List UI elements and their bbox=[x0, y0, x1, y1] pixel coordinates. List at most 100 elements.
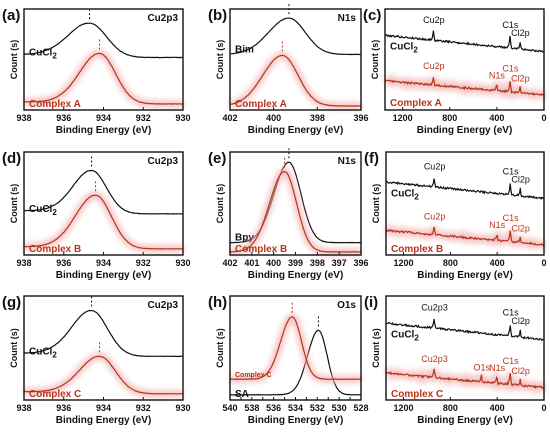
series-label: CuCl2 bbox=[29, 204, 57, 217]
series-line bbox=[23, 309, 184, 358]
peak-label: Cl2p bbox=[511, 366, 530, 376]
panel-letter: (d) bbox=[2, 150, 21, 167]
series-halo bbox=[23, 49, 184, 109]
peak-label: Cu2p bbox=[423, 61, 445, 71]
panel-letter: (g) bbox=[2, 294, 21, 311]
series-line bbox=[384, 77, 545, 96]
panel-letter: (f) bbox=[364, 150, 379, 167]
x-axis-label: Binding Energy (eV) bbox=[417, 125, 513, 136]
series-line bbox=[23, 22, 184, 59]
series-line bbox=[385, 368, 545, 389]
y-axis-label: Count (s) bbox=[215, 184, 225, 224]
x-tick-label: 538 bbox=[244, 403, 259, 413]
series-complex-b: Complex B bbox=[229, 157, 362, 256]
peak-label: Cl2p bbox=[511, 316, 530, 326]
series-line bbox=[384, 30, 545, 53]
plot-frame bbox=[384, 8, 545, 111]
x-tick-label: 396 bbox=[353, 258, 368, 268]
x-axis-label: Binding Energy (eV) bbox=[417, 270, 513, 281]
x-tick-label: 930 bbox=[175, 403, 190, 413]
peak-label: Cl2p bbox=[511, 74, 530, 84]
y-axis-label: Count (s) bbox=[9, 184, 19, 224]
panel-letter: (c) bbox=[363, 7, 381, 24]
peak-label: N1s bbox=[489, 220, 506, 230]
x-tick-label: 932 bbox=[136, 113, 151, 123]
y-axis-label: Count (s) bbox=[370, 40, 380, 80]
x-tick-label: 400 bbox=[489, 113, 504, 123]
peak-label: Cl2p bbox=[511, 28, 530, 38]
series-label: Complex A bbox=[29, 99, 81, 110]
series-complex-a: Complex A bbox=[23, 39, 184, 110]
x-tick-label: 936 bbox=[56, 258, 71, 268]
peak-label: N1s bbox=[489, 363, 506, 373]
series-label: Complex C bbox=[29, 389, 81, 400]
x-tick-label: 934 bbox=[96, 403, 111, 413]
plot-frame bbox=[229, 8, 362, 111]
peak-label: O1s bbox=[473, 362, 490, 372]
panel-title: O1s bbox=[337, 300, 356, 311]
panel-letter: (b) bbox=[208, 7, 227, 24]
x-tick-label: 930 bbox=[175, 113, 190, 123]
series-cucl2: CuCl2 bbox=[23, 296, 184, 359]
panel-b: (b) N1s Count (s) Bim Complex A 402 400 398 396 B… bbox=[208, 4, 369, 136]
x-tick-label: 934 bbox=[96, 113, 111, 123]
series-line bbox=[229, 54, 361, 107]
x-tick-label: 398 bbox=[310, 113, 325, 123]
series-label: Complex B bbox=[391, 244, 443, 255]
x-tick-label: 938 bbox=[16, 258, 31, 268]
panel-letter: (i) bbox=[364, 294, 378, 311]
x-axis-label: Binding Energy (eV) bbox=[56, 415, 152, 426]
series-line bbox=[23, 194, 184, 250]
series-line bbox=[229, 17, 362, 56]
x-tick-label: 401 bbox=[244, 258, 259, 268]
y-axis-label: Count (s) bbox=[215, 40, 225, 80]
series-label: SA bbox=[235, 389, 249, 400]
peak-label: C1s bbox=[503, 213, 520, 223]
peak-label: Cu2p3 bbox=[421, 303, 448, 313]
x-tick-label: 536 bbox=[266, 403, 281, 413]
series-label: CuCl2 bbox=[391, 330, 419, 343]
panel-a: (a) Cu2p3 Count (s) CuCl2 Complex A 938 936 934… bbox=[2, 7, 191, 136]
x-tick-label: 1200 bbox=[393, 113, 413, 123]
series-label: CuCl2 bbox=[390, 41, 418, 54]
x-tick-label: 1200 bbox=[394, 258, 414, 268]
x-tick-label: 398 bbox=[310, 258, 325, 268]
series-complex-c: Complex C bbox=[229, 302, 363, 384]
x-tick-label: 932 bbox=[136, 258, 151, 268]
panel-d: (d) Cu2p3 Count (s) CuCl2 Complex B 938 936 934… bbox=[2, 150, 191, 281]
peak-label: C1s bbox=[502, 20, 519, 30]
x-tick-label: 532 bbox=[310, 403, 325, 413]
peak-label: C1s bbox=[503, 307, 520, 317]
panel-title: Cu2p3 bbox=[147, 13, 178, 24]
peak-label: Cu2p bbox=[424, 162, 446, 172]
panel-g: (g) Cu2p3 Count (s) CuCl2 Complex C 938 936 934… bbox=[2, 294, 191, 426]
x-axis-label: Binding Energy (eV) bbox=[248, 415, 344, 426]
x-tick-label: 402 bbox=[222, 113, 237, 123]
peak-label: Cu2p bbox=[423, 15, 445, 25]
x-axis-label: Binding Energy (eV) bbox=[248, 270, 344, 281]
series-line bbox=[23, 355, 184, 395]
x-tick-label: 528 bbox=[353, 403, 368, 413]
y-axis-label: Count (s) bbox=[371, 328, 381, 368]
series-label: Complex A bbox=[235, 99, 287, 110]
panel-title: N1s bbox=[338, 13, 357, 24]
series-bim: Bim bbox=[229, 4, 362, 56]
plot-frame bbox=[385, 295, 545, 401]
plot-frame bbox=[385, 151, 545, 256]
x-tick-label: 800 bbox=[443, 403, 458, 413]
x-tick-label: 534 bbox=[288, 403, 303, 413]
series-label: CuCl2 bbox=[29, 47, 57, 60]
x-tick-label: 934 bbox=[96, 258, 111, 268]
peak-label: C1s bbox=[503, 166, 520, 176]
x-tick-label: 400 bbox=[490, 403, 505, 413]
peak-label: C1s bbox=[502, 64, 519, 74]
y-axis-label: Count (s) bbox=[371, 184, 381, 224]
x-tick-label: 938 bbox=[16, 403, 31, 413]
series-label: Complex B bbox=[29, 244, 81, 255]
series-complex-a: Complex A bbox=[228, 41, 361, 110]
x-tick-label: 0 bbox=[541, 403, 546, 413]
